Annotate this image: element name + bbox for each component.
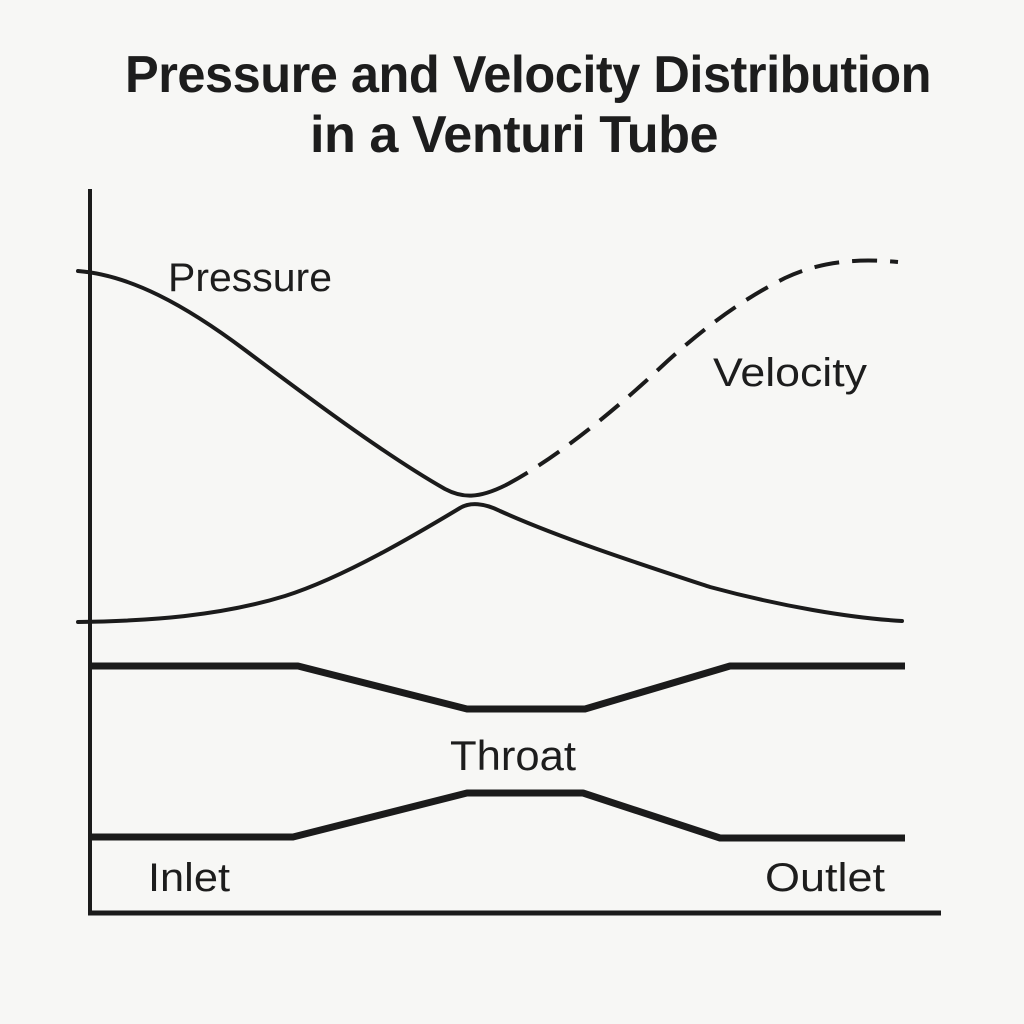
tube-top-wall: [88, 662, 905, 713]
tube-bottom-wall: [88, 789, 905, 842]
pressure-curve: [76, 269, 508, 498]
outlet-label: Outlet: [765, 856, 885, 900]
velocity-label: Velocity: [713, 351, 867, 395]
diagram-title-line2: in a Venturi Tube: [310, 106, 718, 164]
throat-bump-curve: [76, 502, 904, 624]
pressure-label: Pressure: [168, 256, 332, 300]
diagram-title-line1: Pressure and Velocity Distribution: [125, 46, 931, 104]
inlet-label: Inlet: [148, 856, 230, 900]
velocity-curve: [505, 258, 899, 487]
throat-label: Throat: [450, 732, 576, 779]
